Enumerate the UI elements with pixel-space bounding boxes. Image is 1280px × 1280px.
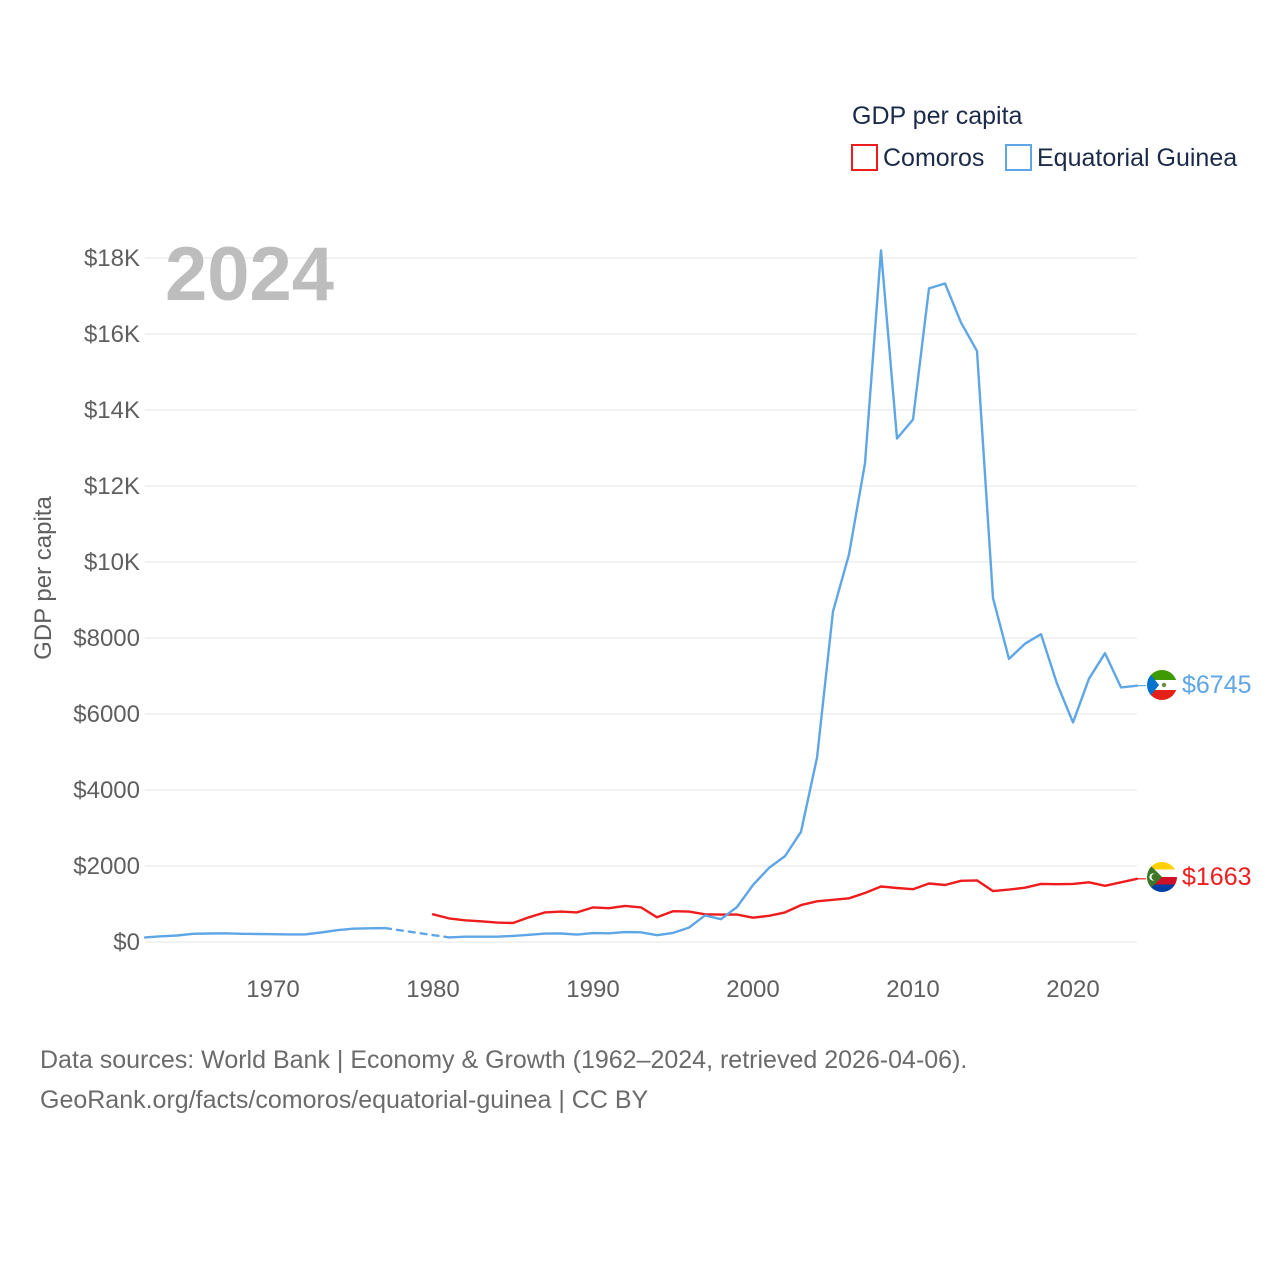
y-axis-title: GDP per capita bbox=[30, 496, 57, 660]
legend-swatch-equatorial-guinea[interactable] bbox=[1005, 144, 1032, 171]
y-axis-ticks: $0 $2000 $4000 $6000 $8000 $10K $12K $14K $16K $1… bbox=[73, 245, 140, 956]
series-lines bbox=[143, 249, 1146, 939]
year-badge: 2024 bbox=[165, 232, 334, 317]
legend-title: GDP per capita bbox=[852, 102, 1023, 130]
y-tick-label: $10K bbox=[84, 549, 140, 576]
x-tick-label: 1970 bbox=[246, 976, 299, 1003]
series-line-equatorial-guinea[interactable] bbox=[143, 926, 387, 939]
end-label-comoros: $1663 bbox=[1182, 863, 1252, 891]
series-line-comoros[interactable] bbox=[431, 877, 1139, 925]
legend-label-comoros[interactable]: Comoros bbox=[883, 144, 984, 172]
end-label-equatorial-guinea: $6745 bbox=[1182, 671, 1252, 699]
gridlines bbox=[145, 257, 1137, 943]
y-tick-label: $6000 bbox=[73, 701, 140, 728]
comoros-flag bbox=[1147, 862, 1177, 892]
x-tick-label: 1980 bbox=[406, 976, 459, 1003]
y-tick-label: $12K bbox=[84, 473, 140, 500]
x-tick-label: 2010 bbox=[886, 976, 939, 1003]
footer: Data sources: World Bank | Economy & Gro… bbox=[40, 1040, 967, 1120]
x-axis-ticks: 1970 1980 1990 2000 2010 2020 bbox=[246, 976, 1099, 1003]
footer-attribution[interactable]: GeoRank.org/facts/comoros/equatorial-gui… bbox=[40, 1086, 649, 1114]
legend: GDP per capita Comoros Equatorial Guinea bbox=[851, 102, 1237, 172]
legend-label-equatorial-guinea[interactable]: Equatorial Guinea bbox=[1037, 144, 1237, 172]
equatorial-guinea-flag bbox=[1147, 670, 1177, 700]
y-tick-label: $14K bbox=[84, 397, 140, 424]
x-tick-label: 2020 bbox=[1046, 976, 1099, 1003]
y-tick-label: $8000 bbox=[73, 625, 140, 652]
y-tick-label: $4000 bbox=[73, 777, 140, 804]
y-tick-label: $18K bbox=[84, 245, 140, 272]
footer-sources: Data sources: World Bank | Economy & Gro… bbox=[40, 1046, 968, 1074]
x-tick-label: 2000 bbox=[726, 976, 779, 1003]
series-gap-equatorial-guinea bbox=[383, 926, 451, 939]
y-tick-label: $0 bbox=[113, 929, 140, 956]
y-tick-label: $2000 bbox=[73, 853, 140, 880]
legend-swatch-comoros[interactable] bbox=[851, 144, 878, 171]
y-tick-label: $16K bbox=[84, 321, 140, 348]
series-line-equatorial-guinea-cont[interactable] bbox=[447, 249, 1139, 939]
x-tick-label: 1990 bbox=[566, 976, 619, 1003]
